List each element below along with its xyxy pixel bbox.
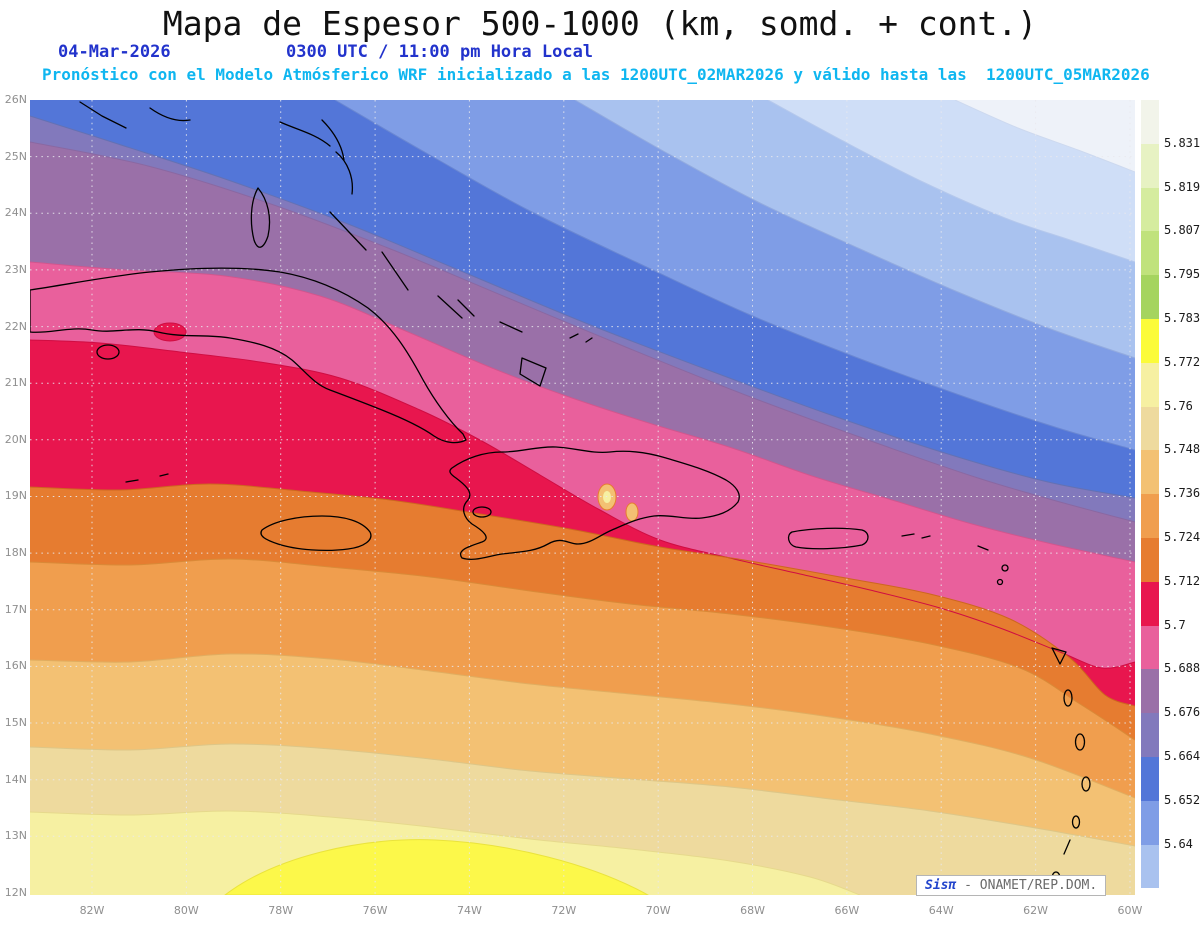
legend-swatch [1141,757,1159,801]
lat-label-23N: 23N [4,262,27,276]
legend-swatch [1141,187,1159,232]
legend-swatch [1141,275,1159,319]
legend-swatch [1141,625,1159,670]
lon-label-68W: 68W [740,904,765,917]
legend-swatch [1141,713,1159,757]
legend-swatch [1141,319,1159,363]
lat-label-25N: 25N [4,149,27,163]
lon-label-70W: 70W [645,904,671,917]
legend-value: 5.712 [1164,573,1200,588]
lat-label-16N: 16N [4,659,27,673]
legend-value: 5.783 [1164,311,1200,325]
watermark-org: - ONAMET/REP.DOM. [956,878,1098,893]
lat-label-17N: 17N [4,602,27,616]
model-info-line: Pronóstico con el Modelo Atmósferico WRF… [42,65,1150,84]
legend-swatch [1141,406,1159,451]
legend-value: 5.688 [1164,661,1200,676]
lat-label-14N: 14N [4,772,27,786]
lon-label-78W: 78W [268,904,294,917]
legend-swatch [1141,231,1159,276]
lon-label-80W: 80W [173,904,199,917]
lon-label-66W: 66W [834,904,860,917]
legend-value: 5.772 [1164,354,1200,369]
lon-label-76W: 76W [362,904,388,917]
lat-label-22N: 22N [4,319,27,333]
lon-label-62W: 62W [1023,904,1049,917]
legend-swatch [1141,362,1159,407]
lat-label-19N: 19N [4,489,27,503]
watermark-brand: Sisπ [925,878,957,893]
legend-swatch [1141,143,1159,188]
legend-swatch [1141,100,1159,144]
legend-value: 5.664 [1164,749,1200,763]
legend-value: 5.819 [1164,179,1200,194]
legend-value: 5.652 [1164,792,1200,807]
weather-map [30,100,1135,895]
legend-swatch [1141,800,1159,845]
lon-label-64W: 64W [928,904,954,917]
lon-label-72W: 72W [551,904,577,917]
lat-label-20N: 20N [4,432,27,446]
lat-label-12N: 12N [4,885,27,899]
lat-label-15N: 15N [4,716,27,730]
legend-swatch [1141,844,1159,889]
lat-label-26N: 26N [4,93,27,106]
lat-label-21N: 21N [4,376,27,390]
lat-label-24N: 24N [4,206,27,220]
legend-swatch [1141,450,1159,495]
lon-label-74W: 74W [457,904,482,917]
legend-value: 5.724 [1164,530,1200,544]
legend-value: 5.76 [1164,398,1193,413]
legend-value: 5.676 [1164,705,1200,720]
legend-swatch [1141,538,1159,582]
legend-value: 5.748 [1164,442,1200,457]
lat-label-13N: 13N [4,829,27,843]
legend-value: 5.795 [1164,267,1200,282]
legend-value: 5.831 [1164,135,1200,150]
lon-label-82W: 82W [79,904,105,917]
legend-swatch [1141,494,1159,538]
legend-swatch [1141,581,1159,626]
lat-label-18N: 18N [4,546,27,560]
lon-label-60W: 60W [1117,904,1143,917]
legend-value: 5.807 [1164,223,1200,238]
watermark-badge: Sisπ - ONAMET/REP.DOM. [916,875,1107,896]
legend-swatch [1141,669,1159,714]
forecast-time: 0300 UTC / 11:00 pm Hora Local [286,42,594,62]
legend-value: 5.7 [1164,617,1186,632]
legend-value: 5.64 [1164,836,1193,851]
map-title: Mapa de Espesor 500-1000 (km, somd. + co… [162,4,1038,43]
map-canvas [30,100,1135,895]
forecast-date: 04-Mar-2026 [58,42,171,62]
legend-value: 5.736 [1164,486,1200,501]
